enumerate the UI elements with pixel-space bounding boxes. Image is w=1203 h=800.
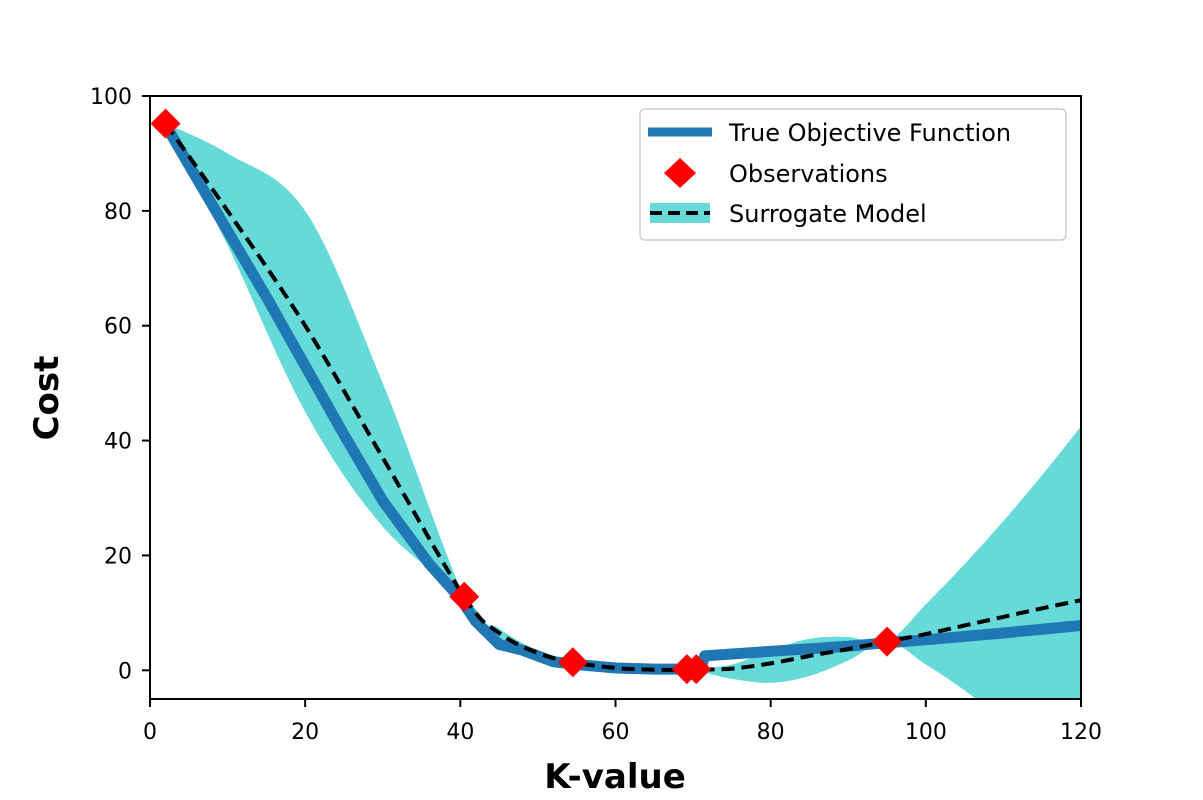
- observation-points: [150, 108, 903, 685]
- observation-point: [150, 108, 181, 139]
- y-tick-label: 60: [104, 315, 132, 340]
- observation-point: [681, 654, 712, 685]
- legend-observations-swatch: [664, 158, 696, 188]
- legend: True Objective Function Observations Sur…: [639, 108, 1067, 241]
- y-tick-label: 20: [104, 544, 132, 569]
- x-tick-label: 60: [602, 720, 630, 745]
- x-tick-label: 20: [291, 720, 319, 745]
- observation-point: [557, 647, 588, 678]
- y-tick-label: 0: [118, 659, 132, 684]
- y-axis-ticks: 0 20 40 60 80 100: [90, 85, 150, 684]
- legend-observations-label: Observations: [729, 160, 888, 188]
- y-tick-label: 100: [90, 85, 132, 110]
- legend-box: [639, 108, 1067, 241]
- y-tick-label: 80: [104, 200, 132, 225]
- x-tick-label: 80: [757, 720, 785, 745]
- x-axis-title: K-value: [544, 757, 686, 797]
- legend-true-objective-label: True Objective Function: [728, 119, 1011, 147]
- y-tick-label: 40: [104, 430, 132, 455]
- legend-surrogate-label: Surrogate Model: [729, 200, 927, 228]
- x-tick-label: 0: [143, 720, 157, 745]
- surrogate-confidence-band: [165, 123, 1081, 699]
- y-axis-title: Cost: [27, 356, 67, 441]
- x-tick-label: 100: [905, 720, 947, 745]
- x-tick-label: 120: [1060, 720, 1102, 745]
- surrogate-model-line: [163, 122, 1081, 672]
- observation-point: [449, 581, 480, 612]
- plot-area: [150, 108, 1081, 699]
- true-objective-function-line: [160, 121, 1081, 675]
- x-axis-ticks: 0 20 40 60 80 100 120: [143, 699, 1102, 745]
- observation-point: [872, 626, 903, 657]
- x-tick-label: 40: [446, 720, 474, 745]
